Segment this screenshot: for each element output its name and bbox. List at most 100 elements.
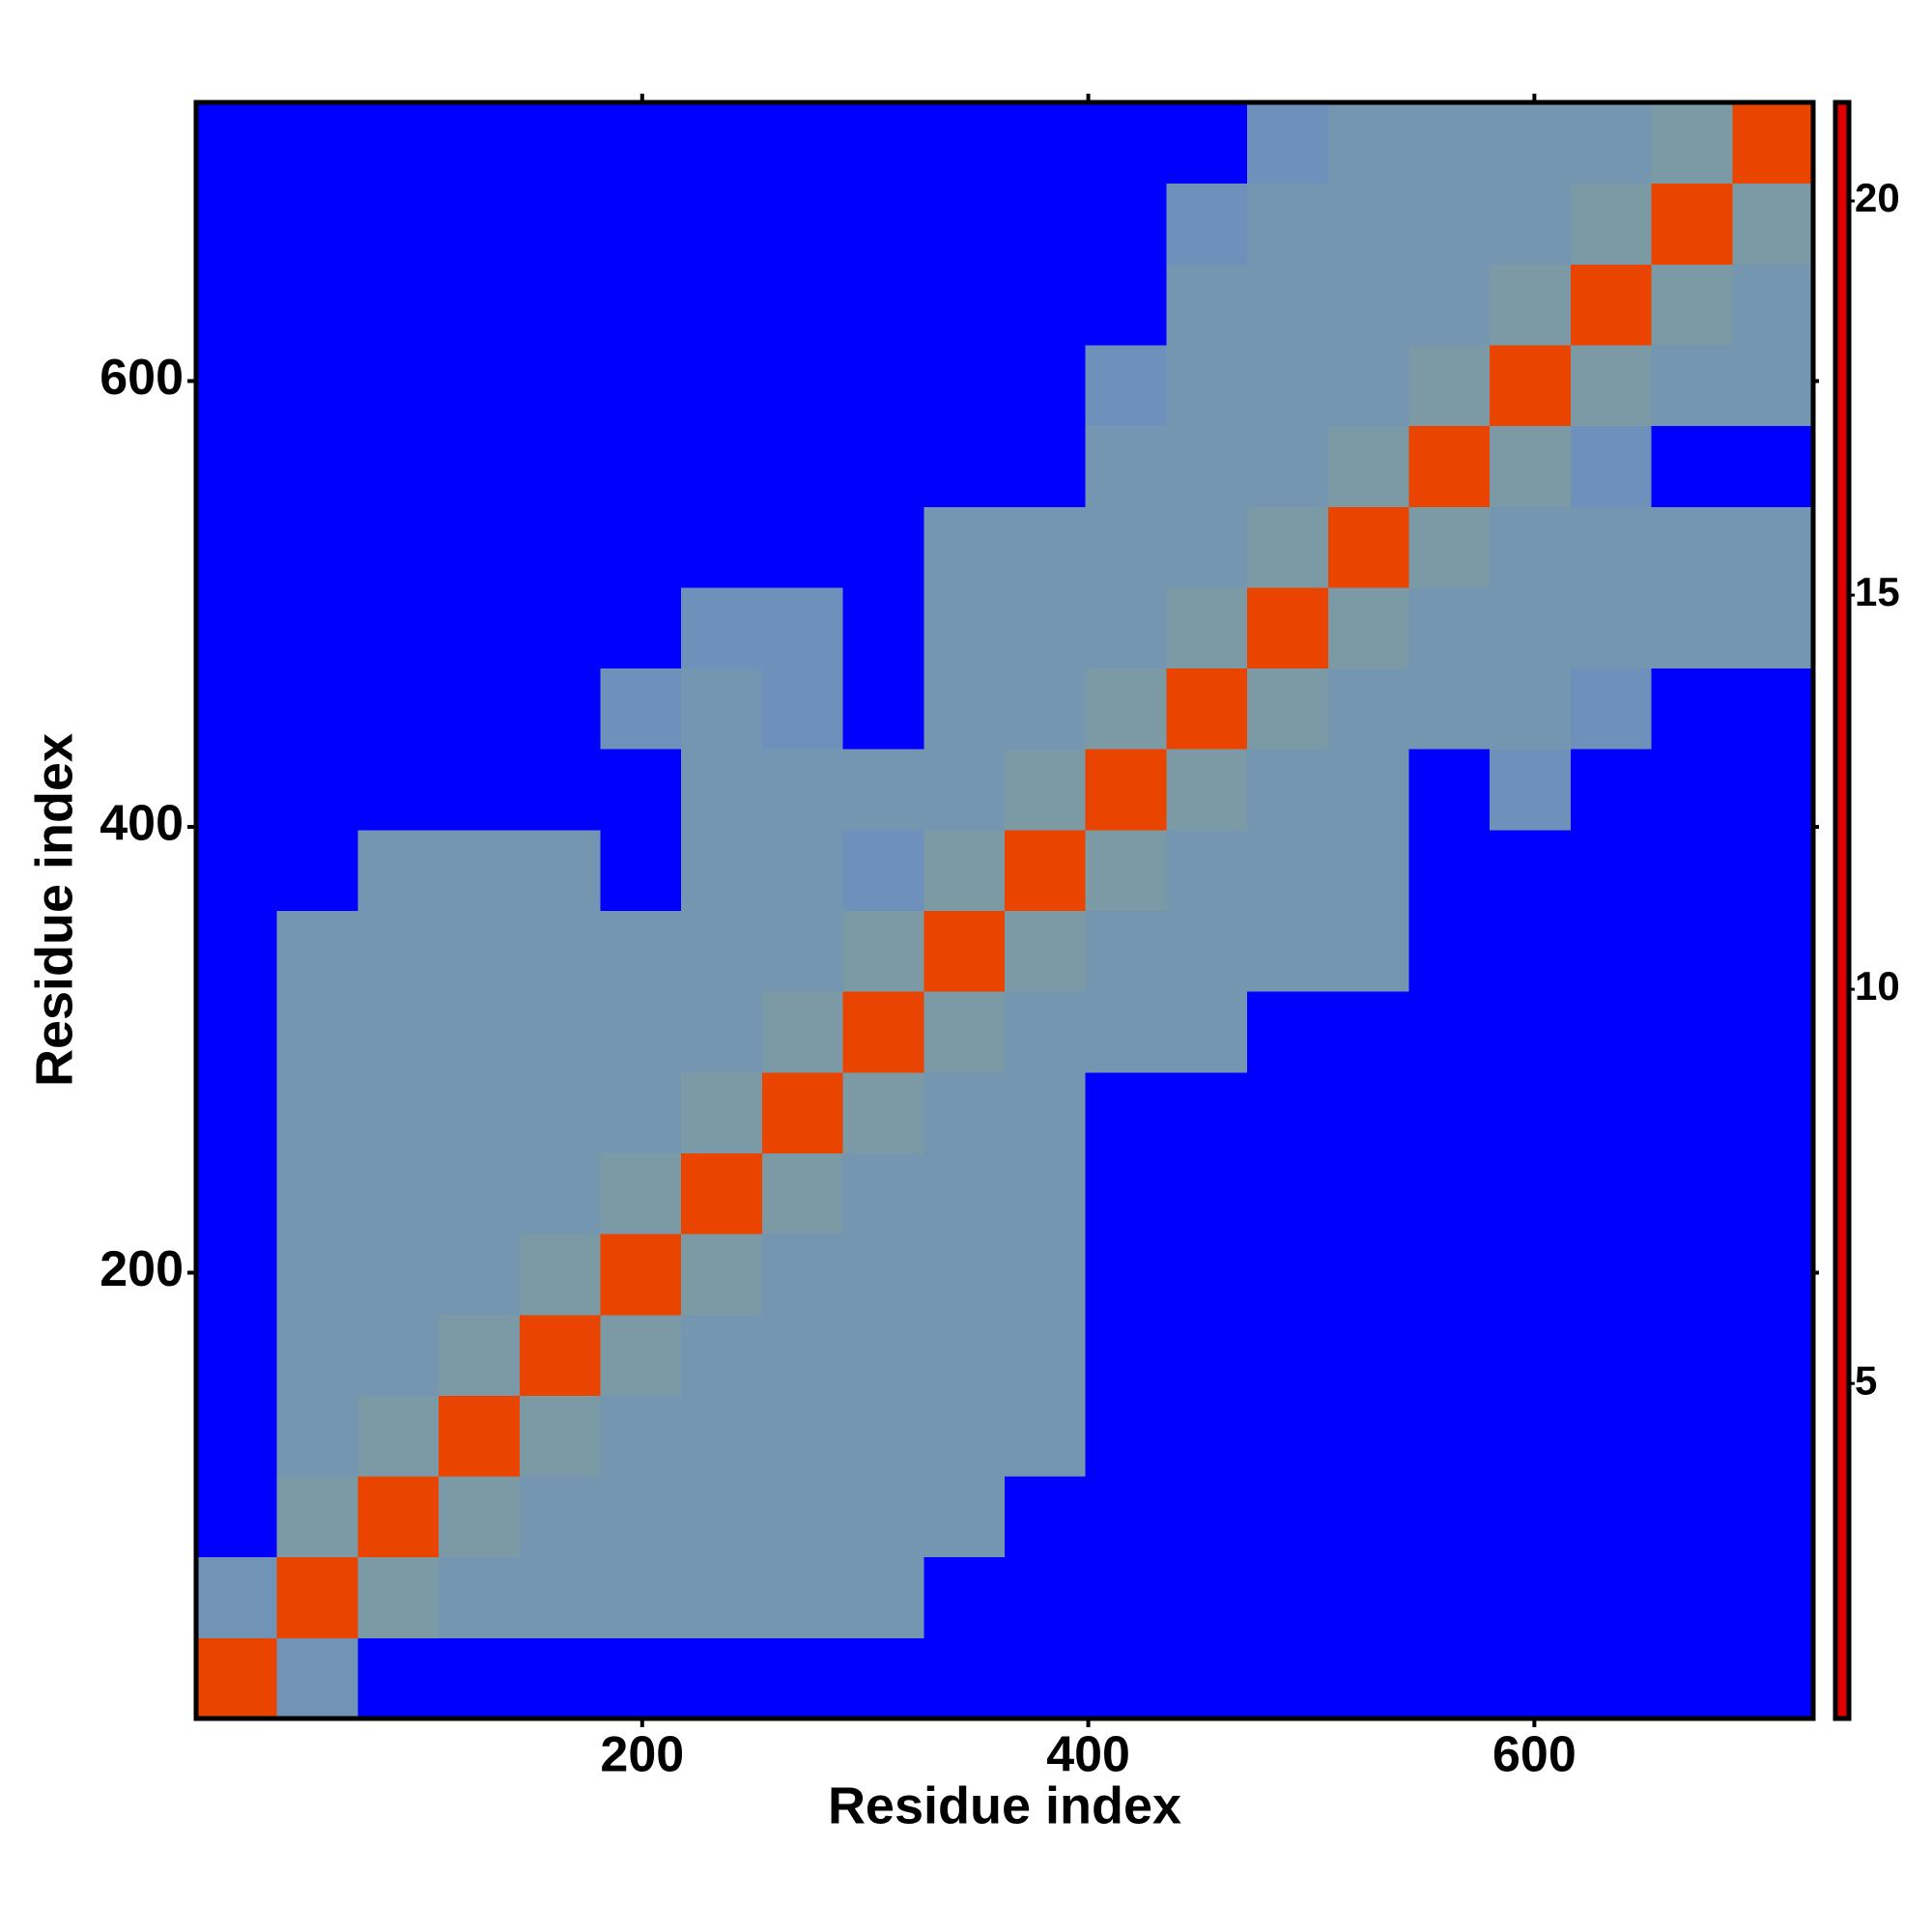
heatmap-cell <box>1166 586 1248 669</box>
heatmap-cell <box>1085 1476 1167 1558</box>
heatmap-cell <box>842 991 924 1073</box>
heatmap-cell <box>1005 1234 1087 1316</box>
heatmap-cell <box>1166 829 1248 911</box>
heatmap-cell <box>1570 425 1653 507</box>
heatmap-cell <box>681 910 763 992</box>
heatmap-cell <box>1651 1556 1733 1638</box>
heatmap-cell <box>842 1556 924 1638</box>
heatmap-cell <box>1327 910 1409 992</box>
heatmap-cell <box>196 183 278 265</box>
heatmap-cell <box>923 910 1006 992</box>
heatmap-cell <box>1651 1395 1733 1477</box>
heatmap-cell <box>1570 344 1653 427</box>
heatmap-cell <box>519 1152 601 1235</box>
heatmap-cell <box>276 102 358 185</box>
heatmap-cell <box>1247 183 1329 265</box>
heatmap-cell <box>842 344 924 427</box>
heatmap-cell <box>761 1152 844 1235</box>
heatmap-cell <box>1005 1556 1087 1638</box>
heatmap-cell <box>1327 102 1409 185</box>
heatmap-cell <box>1005 506 1087 588</box>
heatmap-cell <box>1327 1476 1409 1558</box>
heatmap-cell <box>196 1314 278 1396</box>
heatmap-cell <box>1166 1395 1248 1477</box>
heatmap-cell <box>1490 1556 1572 1638</box>
heatmap-cell <box>1490 749 1572 831</box>
heatmap-cell <box>1327 668 1409 750</box>
heatmap-cell <box>519 1556 601 1638</box>
heatmap-cell <box>196 1234 278 1316</box>
heatmap-cell <box>1166 102 1248 185</box>
heatmap-cell <box>842 668 924 750</box>
heatmap-cell <box>600 749 682 831</box>
heatmap-cell <box>1490 1234 1572 1316</box>
x-tick-label: 600 <box>1492 1727 1577 1783</box>
heatmap-cell <box>1732 506 1814 588</box>
heatmap-cell <box>439 1637 521 1719</box>
heatmap-cell <box>196 910 278 992</box>
heatmap-cell <box>276 668 358 750</box>
heatmap-cell <box>1247 1476 1329 1558</box>
heatmap-cell <box>1651 183 1733 265</box>
heatmap-cell <box>519 749 601 831</box>
heatmap-cell <box>519 586 601 669</box>
heatmap-cell <box>1732 1314 1814 1396</box>
heatmap-cell <box>357 1476 440 1558</box>
heatmap-cell <box>1490 344 1572 427</box>
heatmap-cell <box>600 1637 682 1719</box>
heatmap-cell <box>439 1395 521 1477</box>
heatmap-cell <box>357 1637 440 1719</box>
y-tick-label: 600 <box>99 350 184 406</box>
heatmap-cell <box>761 344 844 427</box>
heatmap-cell <box>439 829 521 911</box>
heatmap-cell <box>842 1476 924 1558</box>
heatmap-cell <box>276 910 358 992</box>
heatmap-cell <box>681 506 763 588</box>
heatmap-cell <box>519 183 601 265</box>
heatmap-cell <box>681 1071 763 1153</box>
heatmap-cell <box>196 1556 278 1638</box>
heatmap-cell <box>1408 344 1491 427</box>
heatmap-cell <box>1247 506 1329 588</box>
heatmap-cell <box>1408 1476 1491 1558</box>
heatmap-cell <box>1085 1395 1167 1477</box>
heatmap-cell <box>761 1476 844 1558</box>
colorbar-tick-label: 15 <box>1855 569 1900 614</box>
heatmap-cell <box>1570 586 1653 669</box>
heatmap-cell <box>1247 344 1329 427</box>
heatmap-cell <box>842 1637 924 1719</box>
heatmap-cell <box>1005 910 1087 992</box>
heatmap-cell <box>923 991 1006 1073</box>
heatmap-cell <box>276 1071 358 1153</box>
heatmap-cell <box>761 1071 844 1153</box>
heatmap-cell <box>1085 668 1167 750</box>
heatmap-cell <box>1408 102 1491 185</box>
heatmap-cell <box>196 829 278 911</box>
heatmap-cell <box>600 1234 682 1316</box>
heatmap-cell <box>842 586 924 669</box>
heatmap-cell <box>1490 1152 1572 1235</box>
heatmap-cell <box>1732 1152 1814 1235</box>
heatmap-cell <box>1085 102 1167 185</box>
heatmap-cell <box>1166 668 1248 750</box>
heatmap-cell <box>1085 991 1167 1073</box>
heatmap-cell <box>276 1637 358 1719</box>
heatmap-cell <box>923 425 1006 507</box>
heatmap-cell <box>1166 1476 1248 1558</box>
heatmap-cell <box>1651 1071 1733 1153</box>
heatmap-cell <box>1005 1637 1087 1719</box>
heatmap-cell <box>1408 1234 1491 1316</box>
heatmap-cell <box>1166 425 1248 507</box>
heatmap-cell <box>681 668 763 750</box>
heatmap-cell <box>357 506 440 588</box>
heatmap-cell <box>761 183 844 265</box>
heatmap-cell <box>357 1152 440 1235</box>
heatmap-cell <box>681 1476 763 1558</box>
colorbar-tick-label: 5 <box>1855 1357 1877 1403</box>
heatmap-cell <box>1327 1637 1409 1719</box>
heatmap-cell <box>196 264 278 346</box>
heatmap-cell <box>1651 829 1733 911</box>
heatmap-cell <box>1732 668 1814 750</box>
heatmap-cell <box>1085 183 1167 265</box>
heatmap-cell <box>1408 1071 1491 1153</box>
